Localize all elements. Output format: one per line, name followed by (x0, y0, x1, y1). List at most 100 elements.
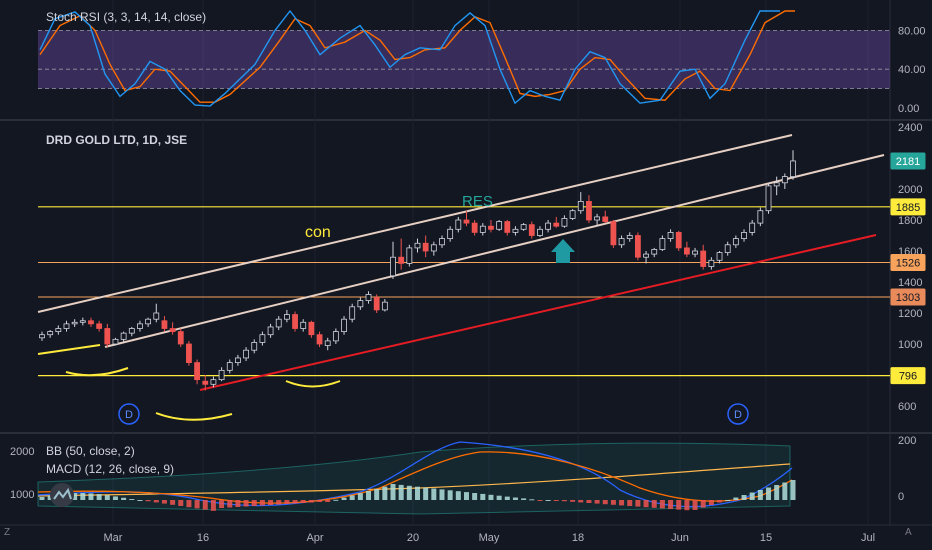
candle-body (153, 312, 160, 320)
macd-histogram-bar (700, 500, 706, 508)
macd-histogram-bar (121, 497, 127, 500)
corner-right-label: A (905, 527, 912, 538)
macd-histogram-bar (227, 500, 233, 508)
macd-histogram-bar (259, 500, 265, 506)
candle-body (283, 314, 290, 320)
macd-histogram-bar (553, 500, 559, 501)
candle-body (602, 216, 609, 222)
candle-body (504, 221, 511, 233)
macd-histogram-bar (153, 500, 159, 503)
candle-body (635, 235, 641, 258)
bb-tick-label: 1000 (10, 489, 34, 501)
candle-body (422, 242, 429, 252)
stoch-tick-label: 80.00 (898, 25, 926, 37)
con-annotation: con (305, 224, 331, 241)
price-badge (890, 152, 926, 170)
candle-body (577, 200, 584, 212)
macd-histogram-bar (251, 500, 257, 506)
price-tick-label: 2400 (898, 122, 922, 134)
macd-title: MACD (12, 26, close, 9) (46, 462, 175, 476)
candle-body (659, 238, 666, 250)
candle-body (553, 222, 560, 227)
macd-histogram-bar (521, 498, 527, 500)
macd-histogram-bar (529, 499, 535, 501)
macd-histogram-bar (741, 495, 747, 500)
candle-body (300, 321, 307, 329)
candle-body (39, 334, 45, 339)
trend-line (199, 234, 877, 391)
arc-annotation-1 (65, 367, 129, 377)
x-tick-label: 16 (197, 532, 209, 544)
candle-body (243, 349, 249, 359)
macd-histogram-bar (235, 500, 241, 507)
macd-histogram-bar (202, 500, 208, 510)
candle-body (439, 238, 445, 246)
macd-histogram-bar (374, 488, 380, 500)
macd-histogram-bar (676, 500, 682, 510)
macd-histogram-bar (186, 500, 192, 508)
price-tick-label: 1200 (898, 308, 922, 320)
x-tick-label: Jul (861, 532, 875, 544)
candle-body (218, 369, 225, 381)
price-tick-label: 600 (898, 401, 916, 413)
candle-body (594, 216, 600, 221)
macd-histogram-bar (561, 500, 567, 502)
macd-histogram-bar (692, 500, 698, 510)
candle-body (488, 225, 494, 230)
macd-histogram-bar (292, 500, 298, 504)
candle-body (341, 318, 347, 333)
macd-histogram-bar (757, 490, 763, 500)
up-arrow-annotation (551, 239, 575, 263)
stoch-tick-label: 40.00 (898, 64, 926, 76)
candle-body (528, 224, 535, 236)
x-tick-label: 15 (760, 532, 772, 544)
macd-histogram-bar (431, 488, 437, 500)
candle-body (773, 182, 780, 187)
macd-histogram-bar (300, 500, 306, 503)
candle-body (308, 321, 315, 336)
candle-body (316, 334, 323, 345)
macd-histogram-bar (80, 493, 86, 500)
macd-histogram-bar (480, 493, 486, 500)
macd-histogram-bar (651, 500, 657, 508)
macd-histogram-bar (390, 484, 396, 500)
candle-body (381, 301, 388, 311)
candle-body (275, 318, 282, 328)
res-annotation: RES (462, 193, 493, 210)
divergence-label: D (734, 409, 742, 421)
candle-body (349, 306, 356, 320)
bb-title: BB (50, close, 2) (46, 444, 135, 458)
candle-body (447, 228, 454, 240)
macd-histogram-bar (496, 495, 502, 500)
candle-body (251, 342, 258, 351)
candle-body (781, 176, 788, 184)
macd-histogram-bar (129, 499, 135, 501)
macd-histogram-bar (317, 500, 323, 502)
price-badge-label: 1303 (896, 292, 920, 304)
candle-body (128, 328, 135, 334)
candle-body (586, 200, 592, 221)
macd-histogram-bar (725, 500, 731, 501)
macd-histogram-bar (357, 493, 363, 500)
x-tick-label: 18 (572, 532, 584, 544)
candle-body (430, 244, 437, 252)
candle-body (267, 326, 274, 336)
candle-body (406, 247, 413, 264)
macd-histogram-bar (766, 487, 772, 500)
divergence-marker (727, 403, 749, 425)
candle-body (71, 321, 78, 325)
price-badge (890, 198, 926, 216)
candle-body (675, 231, 682, 249)
macd-tick-label: 200 (898, 435, 916, 447)
divergence-marker (118, 403, 140, 425)
candle-body (194, 362, 200, 381)
candle-body (749, 222, 756, 233)
candle-body (47, 331, 54, 336)
macd-histogram-bar (112, 496, 118, 500)
macd-histogram-bar (717, 500, 723, 503)
macd-histogram-bar (749, 492, 755, 500)
candle-body (667, 231, 674, 239)
con-underline (37, 344, 101, 355)
candle-body (463, 219, 470, 224)
